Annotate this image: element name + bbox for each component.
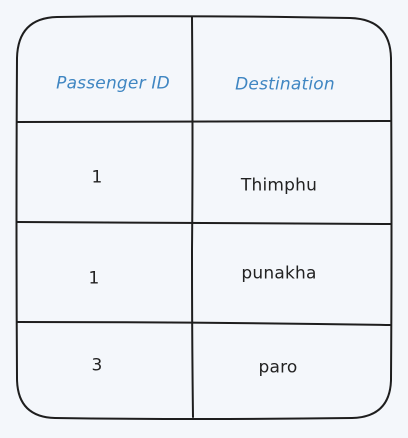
header-passenger-id: Passenger ID: [56, 73, 170, 94]
table-border: [15, 15, 393, 420]
row-2-destination: punakha: [241, 263, 317, 284]
row-3-passenger-id: 3: [91, 355, 103, 376]
column-divider: [190, 16, 194, 418]
header-destination: Destination: [235, 74, 335, 95]
row-divider-3: [16, 321, 392, 326]
row-1-passenger-id: 1: [91, 167, 103, 188]
row-3-destination: paro: [258, 357, 298, 378]
row-divider-2: [16, 221, 392, 225]
row-divider-1: [16, 120, 391, 123]
row-1-destination: Thimphu: [240, 175, 318, 196]
row-2-passenger-id: 1: [88, 268, 100, 289]
